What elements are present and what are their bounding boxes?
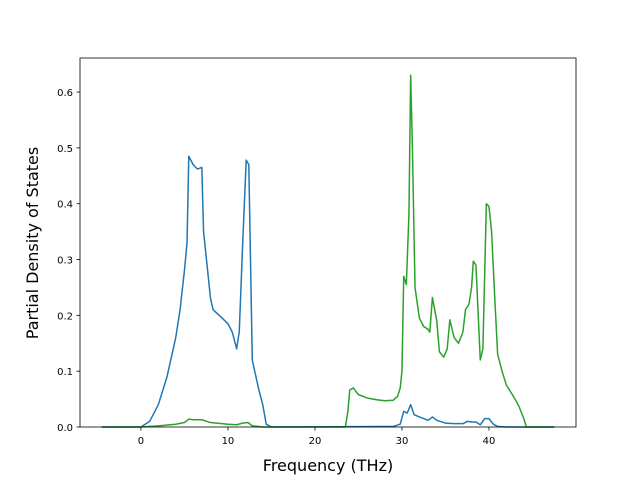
series-line: [101, 74, 555, 428]
y-axis-label: Partial Density of States: [23, 147, 42, 339]
x-tick-label: 20: [309, 436, 322, 447]
y-tick-label: 0.6: [57, 88, 73, 99]
y-tick-label: 0.2: [57, 311, 73, 322]
y-tick-label: 0.4: [57, 200, 73, 211]
x-tick-label: 0: [138, 436, 144, 447]
x-axis-label: Frequency (THz): [263, 456, 393, 475]
y-tick-label: 0.5: [57, 144, 73, 155]
y-tick-label: 0.0: [57, 423, 73, 434]
plot-frame: [79, 57, 577, 428]
x-tick-label: 40: [483, 436, 496, 447]
y-tick-label: 0.3: [57, 256, 73, 267]
y-tick-label: 0.1: [57, 367, 73, 378]
x-tick-label: 30: [396, 436, 409, 447]
x-tick-label: 10: [222, 436, 235, 447]
series-line: [101, 155, 555, 428]
